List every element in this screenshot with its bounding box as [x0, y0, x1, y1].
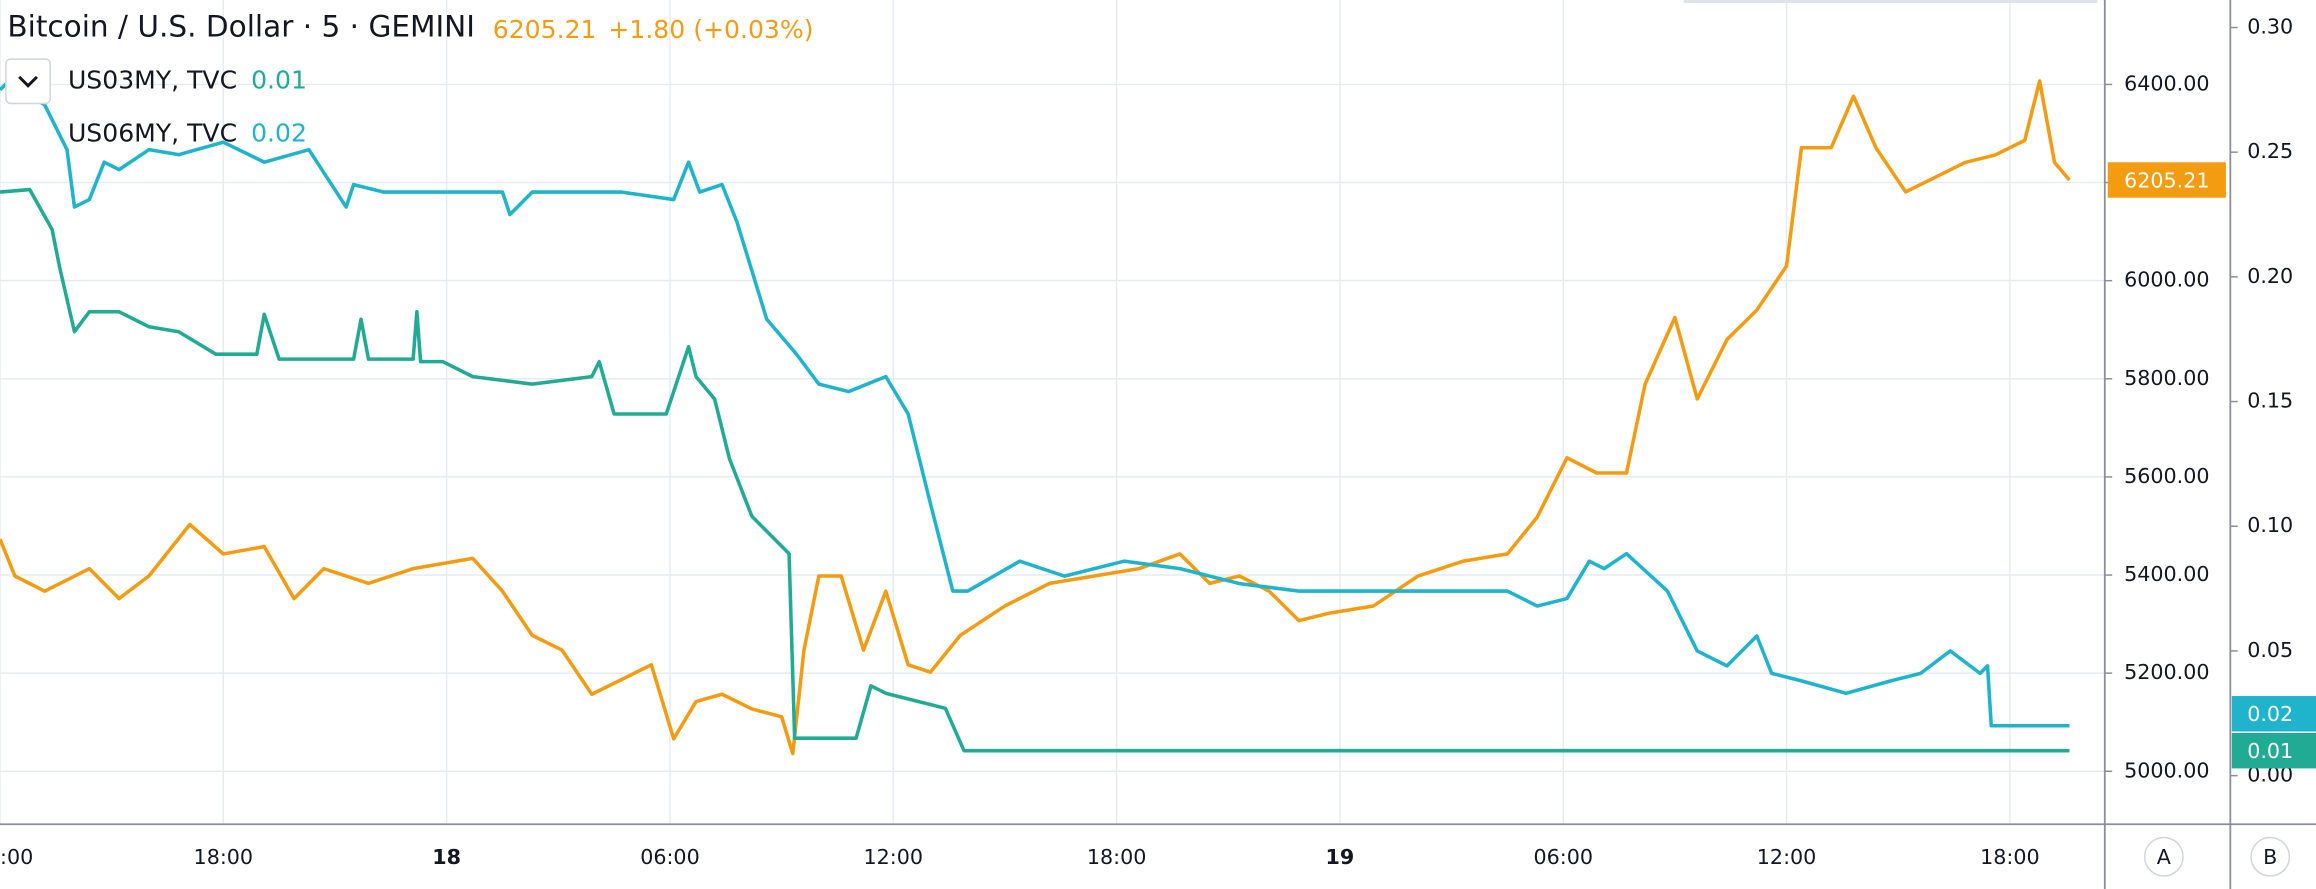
x-tick-label: 18:00	[1980, 845, 2040, 869]
x-tick-label: 18:00	[194, 845, 254, 869]
x-tick-label: 06:00	[640, 845, 700, 869]
yield-badge	[2231, 732, 2316, 769]
badge-layer: 6205.21 0.01 0.02	[2107, 162, 2316, 769]
line-layer	[0, 79, 2071, 756]
axis-button[interactable]	[2143, 836, 2184, 877]
price-badge-label: 6205.21	[2124, 168, 2209, 192]
y2-tick-label: 0.25	[2247, 139, 2293, 163]
y-tick-label: 6000.00	[2124, 268, 2209, 292]
y2-tick-label: 0.20	[2247, 264, 2293, 288]
legend-value: 0.02	[251, 118, 307, 147]
price-badge	[2107, 162, 2226, 198]
yield-badge-label: 0.02	[2247, 702, 2293, 726]
axis-button-label: B	[2263, 845, 2277, 869]
grid-layer	[0, 0, 2105, 825]
x-tick-label: 18	[432, 845, 461, 869]
axis-button[interactable]	[2250, 836, 2291, 877]
series-line	[0, 79, 2071, 756]
x-tick-label: 12:00	[864, 845, 924, 869]
x-tick-label: 12:00	[1757, 845, 1817, 869]
yield-badge-label: 0.01	[2247, 739, 2293, 763]
axis-button-label: A	[2157, 845, 2171, 869]
legend-name: US03MY, TVC	[68, 65, 237, 94]
x-tick-label: 06:00	[1533, 845, 1593, 869]
y-tick-label: 5600.00	[2124, 464, 2209, 488]
legend-value: 0.01	[251, 65, 307, 94]
y2-tick-label: 0.05	[2247, 638, 2293, 662]
y2-tick-label: 0.30	[2247, 14, 2293, 38]
last-price: 6205.21	[493, 15, 597, 44]
x-tick-label: :00	[0, 845, 33, 869]
y2-tick-label: 0.15	[2247, 389, 2293, 413]
y2-tick-label: 0.10	[2247, 513, 2293, 537]
axis-layer: :00 18:00 18 06:00 12:00 18:00 19 06:00 12:00 18:…	[0, 14, 2293, 869]
price-change: +1.80 (+0.03%)	[608, 15, 813, 44]
y-tick-label: 5800.00	[2124, 366, 2209, 390]
y-tick-label: 5400.00	[2124, 562, 2209, 586]
series-line	[0, 80, 2070, 728]
chevron-icon	[18, 75, 38, 88]
yield-badge	[2231, 696, 2316, 732]
y-tick-label: 6400.00	[2124, 71, 2209, 95]
header: Bitcoin / U.S. Dollar · 5 · GEMINI 6205.…	[5, 10, 814, 147]
x-tick-label: 18:00	[1087, 845, 1147, 869]
legend-name: US06MY, TVC	[68, 118, 237, 147]
y-tick-label: 5200.00	[2124, 660, 2209, 684]
collapse-button[interactable]	[5, 58, 51, 105]
y-tick-label: 5000.00	[2124, 758, 2209, 782]
series-line	[0, 187, 2070, 753]
symbol-title: Bitcoin / U.S. Dollar · 5 · GEMINI	[7, 10, 475, 44]
x-tick-label: 19	[1326, 845, 1355, 869]
